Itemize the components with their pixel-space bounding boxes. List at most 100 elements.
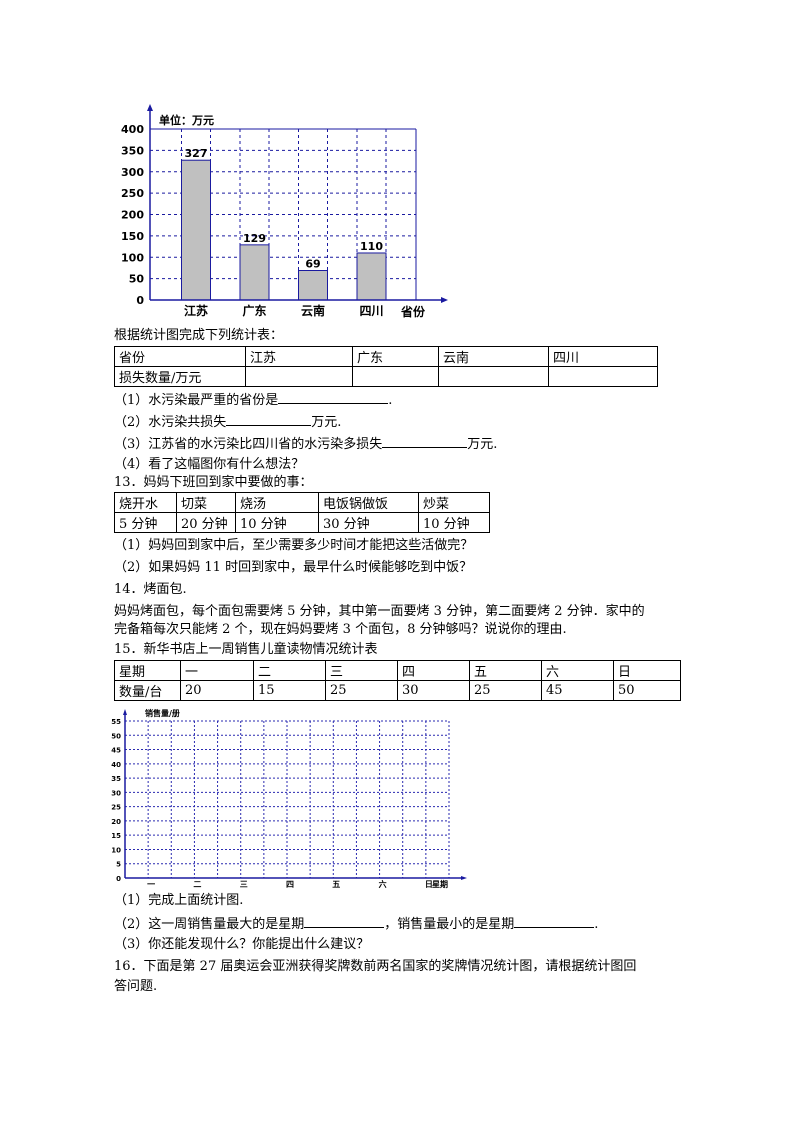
table-cell: 炒菜: [418, 492, 490, 513]
q14-line1: 妈妈烤面包，每个面包需要烤 5 分钟，其中第一面要烤 3 分钟，第二面要烤 2 …: [114, 604, 645, 619]
table-cell: 20: [180, 680, 254, 701]
q16-line2: 答问题.: [114, 979, 158, 994]
x-tick-label: 五: [332, 879, 340, 889]
y-tick-label: 40: [111, 761, 121, 769]
sales-table: 星期一二三四五六日数量/台 20 15 25 30 25 45 50: [114, 660, 681, 701]
table-cell: 四: [397, 660, 470, 681]
table-cell: 江苏: [245, 346, 353, 367]
chores-table: 烧开水 切菜 烧汤 电饭锅做饭 炒菜 5 分钟 20 分钟 10 分钟 30 分钟 10 分钟: [114, 492, 490, 533]
bar: [181, 159, 211, 301]
table-cell: 损失数量/万元: [114, 366, 246, 387]
x-tick-label: 日: [425, 879, 433, 889]
q15-item2: （2）这一周销售量最大的是星期 ，销售量最小的是星期.: [114, 915, 599, 932]
table-cell[interactable]: [548, 366, 658, 387]
table-cell: 六: [541, 660, 614, 681]
y-tick-label: 30: [111, 789, 121, 797]
data-label: 327: [185, 147, 208, 160]
y-tick-label: 5: [116, 861, 121, 869]
table-row: 5 分钟 20 分钟 10 分钟 30 分钟 10 分钟: [114, 512, 490, 533]
table-cell: 10 分钟: [418, 512, 490, 533]
y-tick-label: 300: [121, 166, 144, 179]
data-label: 129: [243, 232, 266, 245]
table-header-row: 省份 江苏 广东 云南 四川: [114, 346, 658, 367]
q1-item1: （1）水污染最严重的省份是.: [114, 391, 393, 408]
answer-blank[interactable]: [382, 435, 468, 448]
q13-item2: （2）如果妈妈 11 时回到家中，最早什么时候能够吃到中饭？: [114, 560, 473, 575]
table-cell: 日: [613, 660, 681, 681]
y-tick-label: 350: [121, 144, 144, 157]
x-axis-arrow-icon: [441, 297, 448, 303]
table-cell: 星期: [114, 660, 181, 681]
loss-table: 省份 江苏 广东 云南 四川 损失数量/万元: [114, 346, 658, 387]
y-tick-label: 150: [121, 230, 144, 243]
table-cell: 50: [613, 680, 681, 701]
x-tick-label: 四川: [359, 304, 383, 318]
q15-title: 15．新华书店上一周销售儿童读物情况统计表: [114, 642, 378, 657]
x-axis-label: 省份: [400, 304, 426, 319]
table-cell: 30: [397, 680, 470, 701]
q1-intro: 根据统计图完成下列统计表：: [114, 328, 284, 343]
q14-title: 14．烤面包.: [114, 582, 187, 597]
x-tick-label: 四: [286, 879, 294, 889]
q14-line2: 完备箱每次只能烤 2 个，现在妈妈要烤 3 个面包，8 分钟够吗？说说你的理由.: [114, 622, 567, 637]
y-tick-label: 55: [111, 718, 121, 726]
x-tick-label: 江苏: [184, 303, 208, 318]
x-tick-label: 广东: [242, 303, 266, 318]
table-cell: 云南: [438, 346, 549, 367]
y-tick-label: 20: [111, 818, 121, 826]
table-cell: 五: [469, 660, 542, 681]
bar: [298, 270, 328, 301]
y-tick-label: 200: [121, 209, 144, 222]
y-axis-arrow-icon: [147, 104, 153, 111]
answer-blank[interactable]: [226, 413, 312, 426]
y-tick-label: 50: [111, 732, 121, 740]
q13-title: 13．妈妈下班回到家中要做的事：: [114, 475, 313, 490]
table-cell[interactable]: [438, 366, 549, 387]
table-row: 损失数量/万元: [114, 366, 658, 387]
table-cell: 四川: [548, 346, 658, 367]
q16-line1: 16．下面是第 27 届奥运会亚洲获得奖牌数前两名国家的奖牌情况统计图，请根据统…: [114, 959, 637, 974]
answer-blank[interactable]: [278, 391, 389, 404]
table-cell[interactable]: [352, 366, 439, 387]
table-cell: 25: [469, 680, 542, 701]
table-cell: 5 分钟: [114, 512, 177, 533]
data-label: 110: [360, 240, 383, 253]
table-header-row: 星期一二三四五六日: [114, 660, 681, 681]
x-tick-label: 一: [147, 879, 155, 889]
table-cell: 二: [253, 660, 326, 681]
unit-label: 单位：万元: [159, 113, 214, 127]
y-tick-label: 0: [136, 294, 144, 307]
q1-item3: （3）江苏省的水污染比四川省的水污染多损失 万元.: [114, 435, 498, 452]
table-cell: 省份: [114, 346, 246, 367]
table-cell[interactable]: [245, 366, 353, 387]
y-tick-label: 35: [111, 775, 121, 783]
q15-item1: （1）完成上面统计图.: [114, 893, 244, 908]
x-tick-label: 六: [379, 879, 387, 889]
answer-blank[interactable]: [514, 915, 595, 928]
q13-item1: （1）妈妈回到家中后，至少需要多少时间才能把这些活做完？: [114, 538, 474, 553]
x-tick-label: 云南: [301, 303, 325, 318]
table-cell: 数量/台: [114, 680, 181, 701]
y-tick-label: 10: [111, 846, 121, 854]
q15-item3: （3）你还能发现什么？你能提出什么建议？: [114, 937, 370, 952]
q1-item2: （2）水污染共损失 万元.: [114, 413, 342, 430]
y-tick-label: 50: [129, 273, 145, 286]
y-tick-label: 250: [121, 187, 144, 200]
table-cell: 20 分钟: [176, 512, 236, 533]
y-axis-label: 销售量/册: [145, 708, 180, 718]
loss-bar-chart: 0 50 100 150 200 250 300 350 400 327 江苏 129 广东 69 云南 11…: [121, 104, 448, 319]
table-cell: 30 分钟: [318, 512, 419, 533]
table-cell: 烧开水: [114, 492, 177, 513]
table-cell: 15: [253, 680, 326, 701]
table-cell: 广东: [352, 346, 439, 367]
table-cell: 三: [325, 660, 398, 681]
table-cell: 25: [325, 680, 398, 701]
table-header-row: 烧开水 切菜 烧汤 电饭锅做饭 炒菜: [114, 492, 490, 513]
table-cell: 切菜: [176, 492, 236, 513]
y-tick-label: 45: [111, 747, 121, 755]
y-axis-arrow-icon: [123, 709, 127, 715]
answer-blank[interactable]: [304, 915, 385, 928]
table-cell: 烧汤: [235, 492, 319, 513]
